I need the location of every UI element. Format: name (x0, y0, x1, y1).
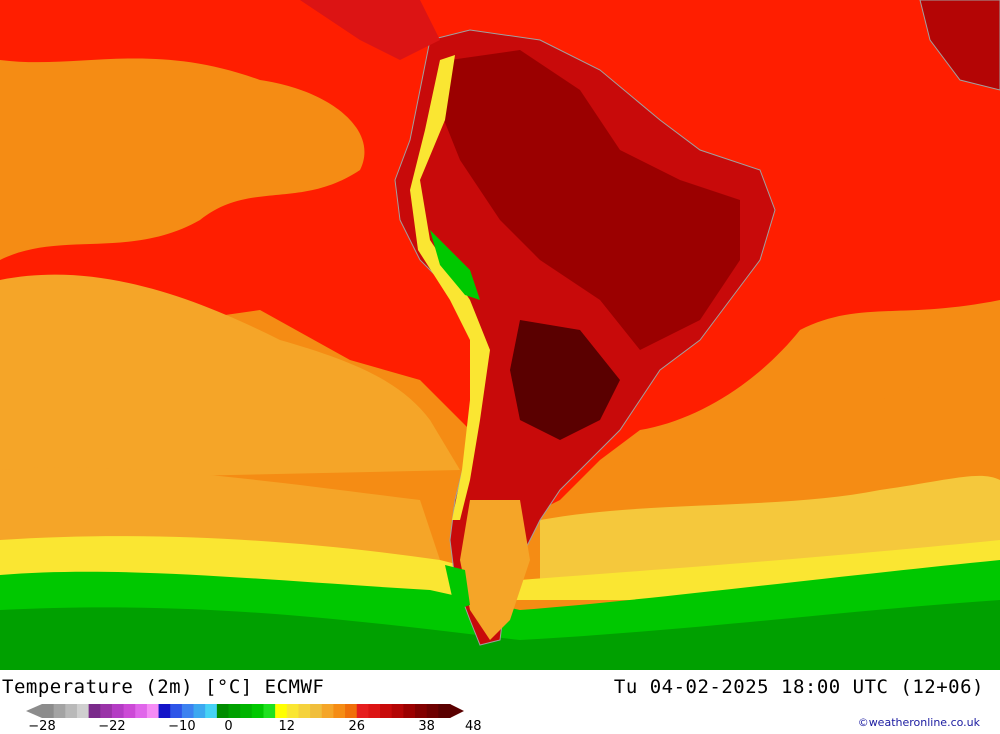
map-title: Temperature (2m) [°C] ECMWF (2, 676, 325, 698)
southern-andes-green (445, 565, 470, 610)
legend-swatch (380, 704, 393, 718)
map-footer: Temperature (2m) [°C] ECMWF Tu 04-02-202… (0, 670, 1000, 734)
legend-swatch (345, 704, 358, 718)
legend-arrow-right (450, 704, 464, 718)
legend-swatch (158, 704, 171, 718)
legend-swatch (76, 704, 90, 718)
temperature-map (0, 0, 1000, 670)
legend-tick-label: −10 (168, 719, 196, 734)
central-america (300, 0, 440, 60)
legend-swatch (193, 704, 206, 718)
legend-tick-label: 0 (224, 719, 233, 734)
color-legend (26, 704, 464, 718)
legend-swatch (135, 704, 148, 718)
legend-swatch (333, 704, 346, 718)
patagonia-region (460, 500, 530, 640)
legend-swatch (42, 704, 55, 718)
legend-swatch (251, 704, 264, 718)
map-canvas (0, 0, 1000, 670)
legend-tick-label: −22 (98, 719, 126, 734)
legend-swatch (88, 704, 101, 718)
legend-swatch (403, 704, 416, 718)
pacific-mid-band (0, 274, 460, 480)
legend-tick-label: 48 (465, 719, 482, 734)
pacific-orange-zone (0, 58, 365, 260)
andes-cool-strip (410, 55, 490, 520)
legend-swatch (146, 704, 160, 718)
legend-arrow-left (26, 704, 42, 718)
legend-swatch (170, 704, 183, 718)
legend-swatch (310, 704, 323, 718)
legend-tick-label: 26 (348, 719, 366, 734)
legend-swatch (356, 704, 369, 718)
africa-edge (919, 0, 1000, 91)
legend-swatch (286, 704, 299, 718)
altiplano-green (430, 230, 480, 300)
legend-swatch (391, 704, 404, 718)
legend-tick-label: 12 (278, 719, 296, 734)
legend-swatch (205, 704, 218, 718)
amazon-hot-region (440, 50, 740, 350)
legend-tick-label: 38 (418, 719, 435, 734)
legend-swatch (415, 704, 428, 718)
legend-swatch (240, 704, 253, 718)
legend-swatch (123, 704, 136, 718)
legend-swatch (426, 704, 439, 718)
legend-swatch (298, 704, 311, 718)
southern-darkgreen-band (0, 600, 1000, 670)
legend-swatch (438, 704, 451, 718)
legend-swatch (181, 704, 195, 718)
legend-swatch (111, 704, 125, 718)
legend-swatch (321, 704, 334, 718)
atlantic-orange-band (600, 360, 1000, 540)
legend-swatch (228, 704, 241, 718)
legend-swatch (53, 704, 66, 718)
legend-swatch (65, 704, 78, 718)
legend-swatch (100, 704, 113, 718)
legend-tick-label: −28 (28, 719, 56, 734)
credit-link[interactable]: ©weatheronline.co.uk (857, 716, 980, 729)
legend-swatch (275, 704, 288, 718)
chaco-hottest-region (510, 320, 620, 440)
legend-swatch (263, 704, 276, 718)
valid-time: Tu 04-02-2025 18:00 UTC (12+06) (613, 676, 984, 698)
legend-swatch (216, 704, 230, 718)
legend-swatch (368, 704, 381, 718)
